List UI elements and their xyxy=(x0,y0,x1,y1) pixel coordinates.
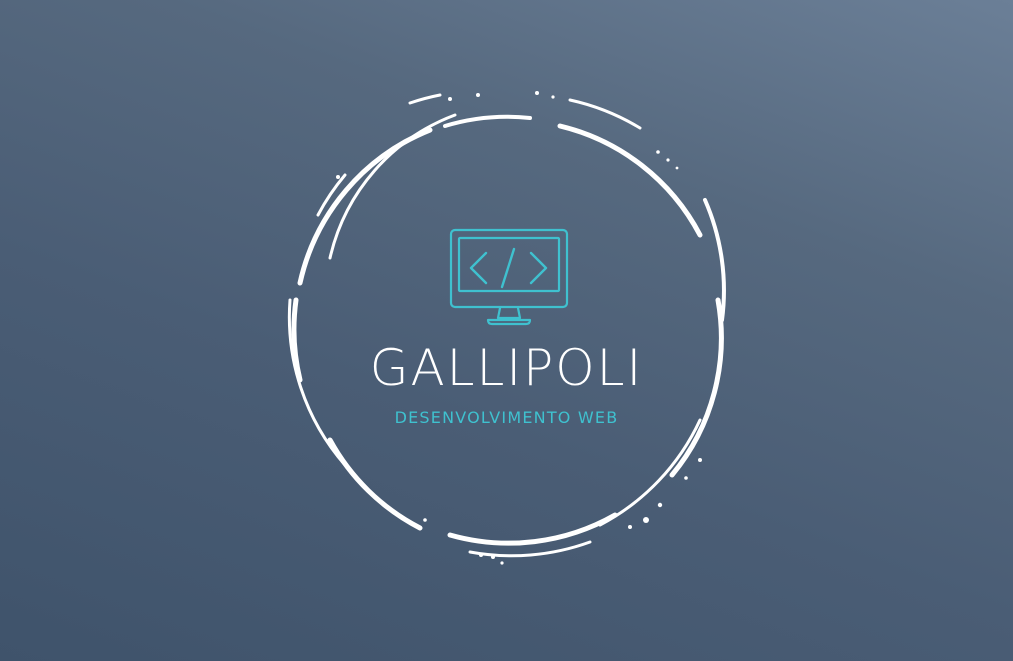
code-slash-icon xyxy=(500,247,516,289)
brand-tagline: DESENVOLVIMENTO WEB xyxy=(394,408,619,427)
monitor-stand-icon xyxy=(496,306,522,320)
brush-ring-decoration xyxy=(287,91,726,565)
monitor-screen xyxy=(457,236,561,293)
ring-dots xyxy=(336,91,702,565)
monitor-base-icon xyxy=(486,318,532,326)
code-right-bracket-icon xyxy=(529,251,548,285)
code-left-bracket-icon xyxy=(469,251,488,285)
monitor-outer-frame xyxy=(449,228,569,309)
monitor-code-icon xyxy=(449,228,569,326)
brand-name: GALLIPOLI xyxy=(369,339,644,397)
